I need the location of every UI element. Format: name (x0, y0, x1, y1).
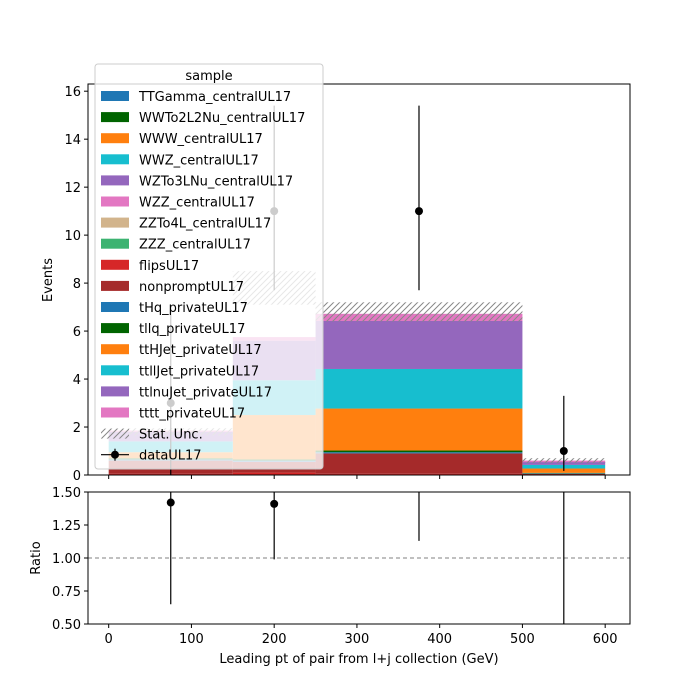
main-ytick-label: 16 (64, 85, 81, 100)
bar-flipsul17-bin-1 (232, 472, 316, 475)
legend-label: flipsUL17 (139, 259, 199, 274)
bar-tthjet-privateul17-bin-2 (315, 408, 523, 451)
xtick-label: 600 (593, 632, 618, 647)
legend: sample TTGamma_centralUL17 WWTo2L2Nu_centr… (94, 63, 324, 470)
ratio-point-1 (270, 499, 279, 508)
legend-label-data: dataUL17 (139, 449, 202, 464)
ratio-y-axis-title: Ratio (29, 541, 44, 574)
legend-swatch (101, 196, 129, 207)
legend-swatch (101, 175, 129, 186)
legend-label: tttt_privateUL17 (139, 407, 245, 422)
stat-unc-band-bin-2 (315, 302, 523, 322)
legend-data-marker (111, 450, 119, 459)
main-ytick-label: 6 (73, 325, 81, 340)
main-x-ticks (108, 475, 606, 479)
legend-swatch (101, 154, 129, 165)
ratio-ytick-label: 1.00 (52, 552, 81, 567)
main-ytick-label: 10 (64, 229, 81, 244)
xtick-label: 200 (262, 632, 287, 647)
legend-label: tllq_privateUL17 (139, 322, 245, 337)
legend-swatch (101, 91, 129, 101)
main-ytick-label: 0 (73, 469, 81, 484)
legend-swatch (101, 365, 129, 376)
main-ytick-label: 4 (73, 373, 81, 388)
legend-label: WWTo2L2Nu_centralUL17 (139, 111, 305, 126)
bar-nonpromptul17-bin-3 (522, 473, 606, 475)
ratio-axes-frame (87, 491, 631, 625)
legend-label: tHq_privateUL17 (139, 301, 248, 316)
data-point-3 (559, 447, 568, 456)
bar-ttlljet-privateul17-bin-2 (315, 368, 523, 409)
legend-label: WZZ_centralUL17 (139, 196, 255, 211)
bar-nonpromptul17-bin-2 (315, 453, 523, 474)
legend-box (94, 63, 324, 470)
legend-label: ttllJet_privateUL17 (139, 364, 259, 379)
xtick-label: 0 (105, 632, 113, 647)
ratio-ytick-label: 0.75 (52, 585, 81, 600)
legend-label: WWW_centralUL17 (139, 132, 263, 147)
xtick-label: 300 (345, 632, 370, 647)
main-y-axis-title: Events (41, 258, 56, 302)
legend-swatch (101, 259, 129, 270)
ratio-plot-panel: 0.50 0.75 1.00 1.25 1.50 0 100 200 300 400 500 600… (29, 486, 631, 667)
legend-label: TTGamma_centralUL17 (138, 90, 291, 105)
bar-thq-privateul17-bin-2 (315, 452, 523, 454)
legend-swatch (101, 238, 129, 249)
legend-label: ttlnuJet_privateUL17 (139, 385, 272, 400)
main-axes-frame (87, 83, 631, 476)
legend-swatch-stat-unc (101, 428, 129, 439)
main-y-ticks: 0 2 4 6 8 10 12 14 16 (64, 85, 88, 484)
ratio-x-ticks: 0 100 200 300 400 500 600 (105, 624, 618, 647)
xtick-label: 500 (510, 632, 535, 647)
bar-tllq-privateul17-bin-2 (315, 450, 523, 453)
legend-label: ttHJet_privateUL17 (139, 343, 262, 358)
legend-swatch (101, 133, 129, 144)
legend-label: ZZTo4L_centralUL17 (139, 217, 271, 232)
bar-flipsul17-bin-2 (315, 473, 523, 475)
ratio-point-0 (166, 498, 175, 507)
legend-label: WWZ_centralUL17 (139, 153, 259, 168)
legend-swatch (101, 280, 129, 291)
legend-swatch (101, 323, 129, 334)
main-ytick-label: 12 (64, 181, 81, 196)
main-ytick-label: 8 (73, 277, 81, 292)
data-point-2 (414, 207, 423, 216)
x-axis-title: Leading pt of pair from l+j collection (… (219, 652, 498, 667)
ratio-ytick-label: 1.25 (52, 519, 81, 534)
legend-swatch (101, 386, 129, 397)
main-ytick-label: 2 (73, 421, 81, 436)
ratio-y-ticks: 0.50 0.75 1.00 1.25 1.50 (52, 486, 88, 633)
main-plot-panel: 0 2 4 6 8 10 12 14 16 Events sample TTGamma_centr… (41, 63, 631, 484)
legend-label: nonpromptUL17 (139, 280, 244, 295)
legend-label: WZTo3LNu_centralUL17 (139, 174, 293, 189)
xtick-label: 400 (427, 632, 452, 647)
ratio-ytick-label: 0.50 (52, 618, 81, 633)
legend-label: ZZZ_centralUL17 (139, 238, 251, 253)
ratio-points (166, 492, 565, 624)
ratio-ytick-label: 1.50 (52, 486, 81, 501)
legend-swatch (101, 344, 129, 355)
xtick-label: 100 (179, 632, 204, 647)
legend-swatch (101, 112, 129, 123)
legend-swatch (101, 217, 129, 228)
legend-title: sample (185, 69, 232, 84)
legend-swatch (101, 407, 129, 418)
main-ytick-label: 14 (64, 133, 81, 148)
legend-swatch (101, 302, 129, 312)
legend-label-stat-unc: Stat. Unc. (139, 428, 203, 443)
bar-ttlnujet-privateul17-bin-2 (315, 320, 523, 369)
